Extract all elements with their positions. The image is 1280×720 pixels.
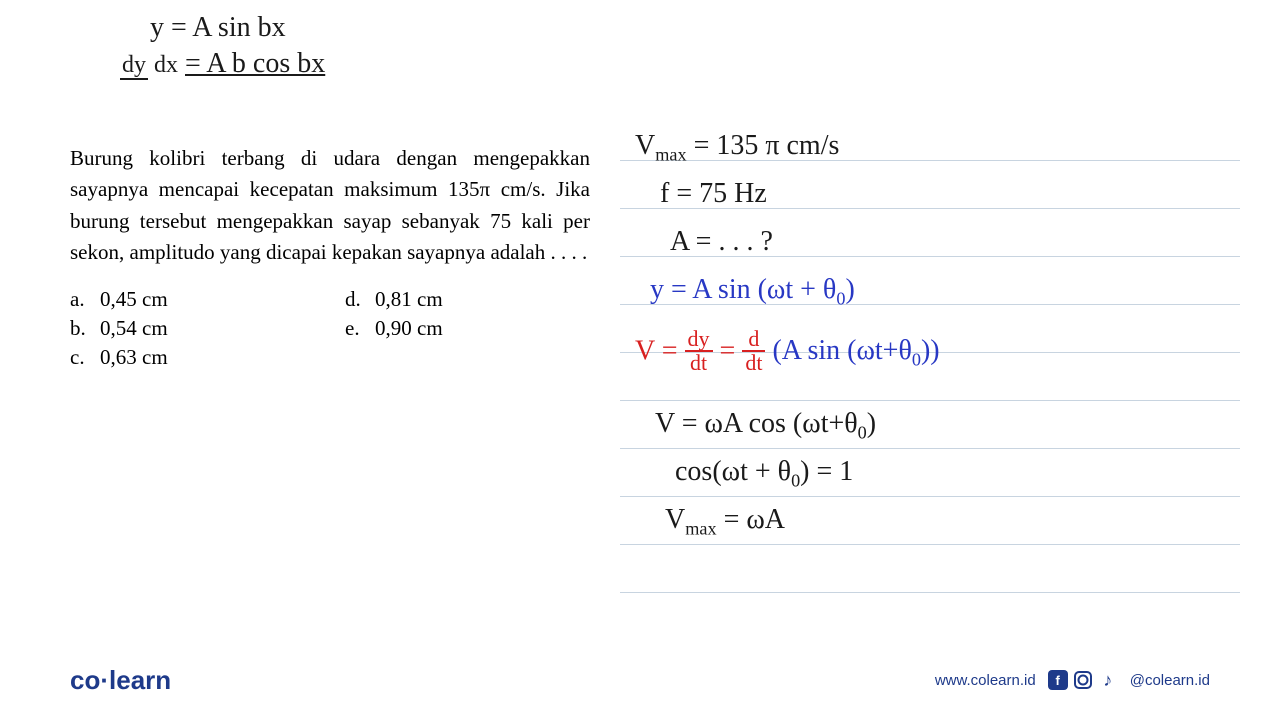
hw-line-y-eq: y = A sin (ωt + θ0) bbox=[650, 274, 855, 310]
hw-line-cos-1: cos(ωt + θ0) = 1 bbox=[675, 456, 853, 492]
hw-line-v-deriv: V = dy dt = d dt (A sin (ωt+θ0)) bbox=[635, 330, 940, 376]
hw-top-rhs: = A b cos bx bbox=[185, 48, 325, 79]
tiktok-icon: ♪ bbox=[1098, 670, 1118, 690]
footer-right: www.colearn.id f ♪ @colearn.id bbox=[935, 670, 1210, 690]
hw-top-line1: y = A sin bx bbox=[120, 10, 590, 46]
colearn-logo: co·learn bbox=[70, 665, 171, 696]
frac-dy-dt: dy dt bbox=[685, 328, 713, 374]
top-handwriting: y = A sin bx dy dx = A b cos bx bbox=[70, 10, 590, 83]
option-a: a. 0,45 cm bbox=[70, 287, 315, 312]
footer-url: www.colearn.id bbox=[935, 672, 1036, 689]
frac-d-dt: d dt bbox=[742, 328, 765, 374]
hw-line-vmax: Vmax = 135 π cm/s bbox=[635, 130, 839, 166]
social-icons: f ♪ bbox=[1048, 670, 1118, 690]
right-handwriting-panel: Vmax = 135 π cm/s f = 75 Hz A = . . . ? … bbox=[620, 120, 1240, 640]
hw-line-f: f = 75 Hz bbox=[660, 178, 767, 210]
footer-handle: @colearn.id bbox=[1130, 672, 1210, 689]
options-grid: a. 0,45 cm d. 0,81 cm b. 0,54 cm e. 0,90… bbox=[70, 287, 590, 370]
option-e: e. 0,90 cm bbox=[345, 316, 590, 341]
option-b: b. 0,54 cm bbox=[70, 316, 315, 341]
facebook-icon: f bbox=[1048, 670, 1068, 690]
problem-text: Burung kolibri terbang di udara dengan m… bbox=[70, 143, 590, 269]
instagram-icon bbox=[1074, 671, 1092, 689]
hw-line-v-cos: V = ωA cos (ωt+θ0) bbox=[655, 408, 876, 444]
fraction-dy-dx: dy dx bbox=[120, 50, 178, 81]
hw-top-line2: dy dx = A b cos bx bbox=[120, 46, 590, 82]
option-d: d. 0,81 cm bbox=[345, 287, 590, 312]
hw-line-vmax-wa: Vmax = ωA bbox=[665, 504, 785, 540]
option-c: c. 0,63 cm bbox=[70, 345, 315, 370]
footer: co·learn www.colearn.id f ♪ @colearn.id bbox=[0, 660, 1280, 700]
hw-line-a: A = . . . ? bbox=[670, 226, 773, 258]
